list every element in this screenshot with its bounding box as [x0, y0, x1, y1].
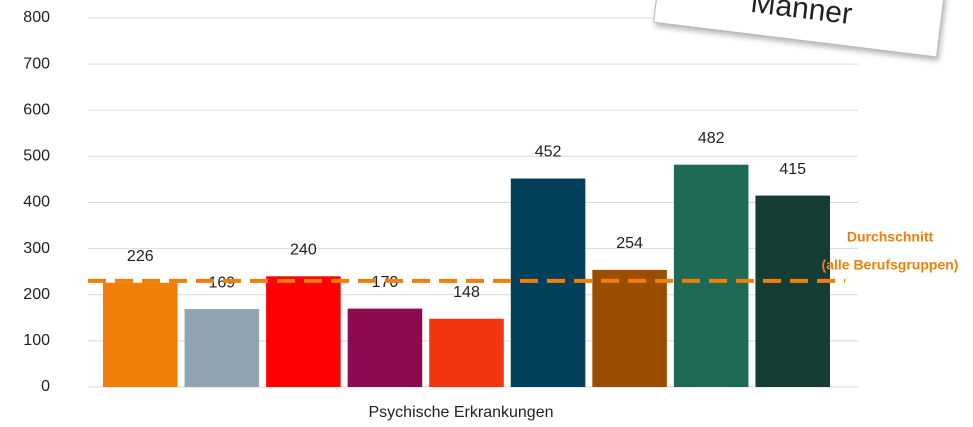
bar [184, 309, 260, 387]
plot: 0 100 200 300 400 500 600 700 800 Psychische Erkr… [23, 9, 958, 421]
y-tick-label: 100 [23, 332, 50, 349]
reference-label: Durchschnitt [847, 229, 934, 245]
data-label: 415 [779, 161, 806, 178]
y-tick-label: 200 [23, 286, 50, 303]
y-tick-label: 300 [23, 240, 50, 257]
data-label: 169 [208, 274, 235, 291]
data-label: 148 [453, 284, 480, 301]
data-label: 240 [290, 242, 317, 259]
y-tick-label: 0 [41, 378, 50, 395]
bar [266, 276, 341, 387]
bar [429, 318, 504, 387]
data-label: 226 [127, 248, 154, 265]
reference-label: (alle Berufsgruppen) [822, 257, 959, 273]
data-label: 254 [616, 235, 643, 252]
data-label: 170 [372, 274, 399, 291]
x-tick-label: Psychische Erkrankungen [369, 404, 554, 421]
note: Männer [653, 0, 947, 58]
y-tick-label: 400 [23, 194, 50, 211]
y-tick-label: 800 [23, 9, 50, 26]
y-tick-label: 500 [23, 148, 50, 165]
y-tick-label: 600 [23, 101, 50, 118]
data-label: 482 [698, 130, 725, 147]
bar [755, 195, 830, 387]
bar [103, 282, 178, 387]
bar [347, 308, 423, 387]
y-tick-label: 700 [23, 55, 50, 72]
note-box [653, 0, 947, 58]
data-label: 452 [535, 144, 562, 161]
bar [592, 269, 667, 387]
bar [673, 164, 749, 387]
